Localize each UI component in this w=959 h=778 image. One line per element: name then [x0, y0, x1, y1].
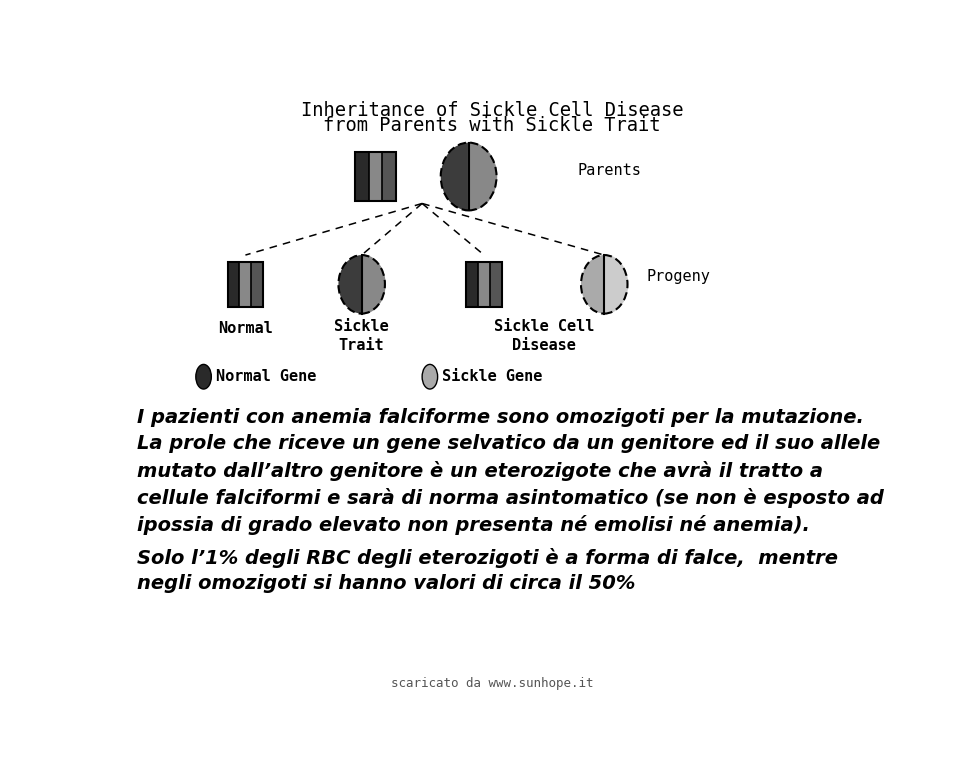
Text: I pazienti con anemia falciforme sono omozigoti per la mutazione.: I pazienti con anemia falciforme sono om… [137, 408, 864, 426]
Text: Sickle Cell
Disease: Sickle Cell Disease [494, 319, 595, 352]
Ellipse shape [581, 255, 627, 314]
Text: La prole che riceve un gene selvatico da un genitore ed il suo allele
mutato dal: La prole che riceve un gene selvatico da… [137, 434, 884, 535]
Polygon shape [469, 142, 497, 210]
Bar [356, 152, 369, 202]
Text: Sickle
Trait: Sickle Trait [335, 319, 389, 352]
Text: from Parents with Sickle Trait: from Parents with Sickle Trait [323, 117, 661, 135]
Ellipse shape [339, 255, 385, 314]
Polygon shape [604, 255, 627, 314]
Bar [490, 262, 502, 307]
Bar [369, 152, 383, 202]
Text: Progeny: Progeny [647, 269, 711, 284]
Text: Normal: Normal [218, 321, 272, 335]
Ellipse shape [441, 142, 497, 210]
Bar [356, 152, 396, 202]
Text: Parents: Parents [577, 163, 641, 178]
Text: scaricato da www.sunhope.it: scaricato da www.sunhope.it [390, 677, 593, 690]
Bar [466, 262, 479, 307]
Ellipse shape [422, 364, 437, 389]
Bar [251, 262, 264, 307]
Polygon shape [362, 255, 385, 314]
Text: Inheritance of Sickle Cell Disease: Inheritance of Sickle Cell Disease [300, 101, 683, 120]
Bar [227, 262, 264, 307]
Bar [479, 262, 490, 307]
Bar [383, 152, 396, 202]
Text: Solo l’1% degli RBC degli eterozigoti è a forma di falce,  mentre
negli omozigot: Solo l’1% degli RBC degli eterozigoti è … [137, 548, 838, 594]
Text: Normal Gene: Normal Gene [216, 370, 316, 384]
Bar [227, 262, 240, 307]
Ellipse shape [196, 364, 211, 389]
Bar [240, 262, 251, 307]
Text: Sickle Gene: Sickle Gene [442, 370, 543, 384]
Bar [466, 262, 502, 307]
